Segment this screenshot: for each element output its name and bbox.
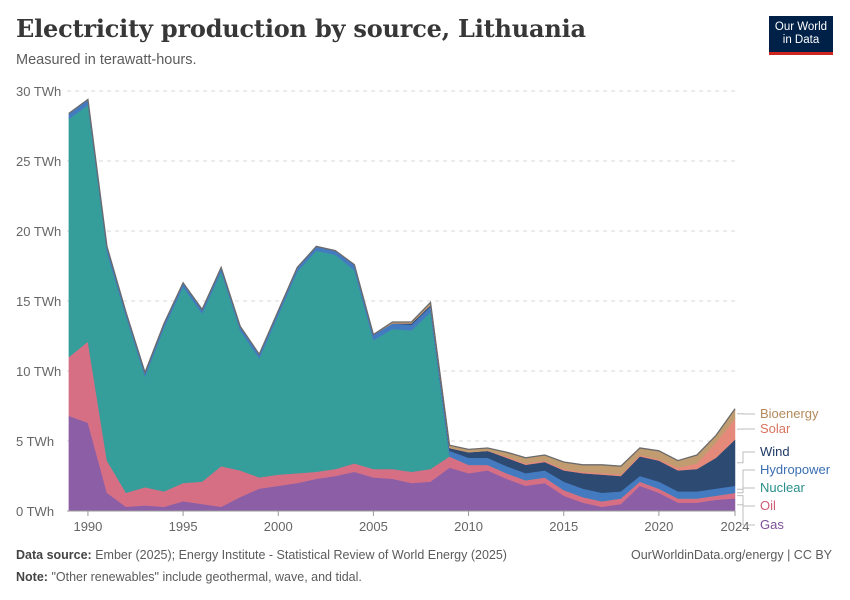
legend-oil[interactable]: Oil (760, 498, 776, 513)
legend-connector (737, 469, 755, 490)
logo-line-1: Our World (774, 21, 828, 33)
legend-gas[interactable]: Gas (760, 517, 784, 532)
legend-connector (737, 451, 755, 464)
y-tick-label: 0 TWh (16, 504, 54, 519)
owid-logo[interactable]: Our World in Data (769, 16, 833, 55)
legend-solar[interactable]: Solar (760, 421, 791, 436)
x-tick-label: 2010 (454, 519, 483, 534)
legend-connector (737, 495, 755, 507)
area-nuclear[interactable] (68, 104, 736, 502)
legend-hydropower[interactable]: Hydropower (760, 462, 831, 477)
chart-subtitle: Measured in terawatt-hours. (16, 52, 197, 68)
source-text[interactable]: Ember (2025); Energy Institute - Statist… (95, 548, 507, 562)
x-tick-label: 2020 (644, 519, 673, 534)
total-outline (68, 98, 736, 467)
note-label: Note: (16, 570, 48, 584)
x-tick-label: 1990 (73, 519, 102, 534)
source-label: Data source: (16, 548, 92, 562)
legend-wind[interactable]: Wind (760, 444, 790, 459)
y-tick-label: 20 TWh (16, 224, 61, 239)
x-tick-label: 2000 (264, 519, 293, 534)
note-text: "Other renewables" include geothermal, w… (51, 570, 362, 584)
footer-source: Data source: Ember (2025); Energy Instit… (16, 548, 507, 562)
x-tick-label: 2015 (549, 519, 578, 534)
chart-title: Electricity production by source, Lithua… (16, 14, 586, 43)
y-tick-label: 30 TWh (16, 84, 61, 99)
x-tick-label: 1995 (169, 519, 198, 534)
y-tick-label: 5 TWh (16, 434, 54, 449)
y-tick-label: 25 TWh (16, 154, 61, 169)
legend-nuclear[interactable]: Nuclear (760, 480, 805, 495)
x-tick-label: 2024 (721, 519, 750, 534)
y-tick-label: 10 TWh (16, 364, 61, 379)
y-tick-label: 15 TWh (16, 294, 61, 309)
x-tick-label: 2005 (359, 519, 388, 534)
legend-connector (737, 504, 755, 526)
logo-line-2: in Data (782, 34, 820, 46)
footer-note: Note: "Other renewables" include geother… (16, 570, 362, 584)
legend-bioenergy[interactable]: Bioenergy (760, 406, 819, 421)
legend-connector (737, 487, 755, 494)
footer-credit[interactable]: OurWorldinData.org/energy | CC BY (630, 548, 832, 562)
